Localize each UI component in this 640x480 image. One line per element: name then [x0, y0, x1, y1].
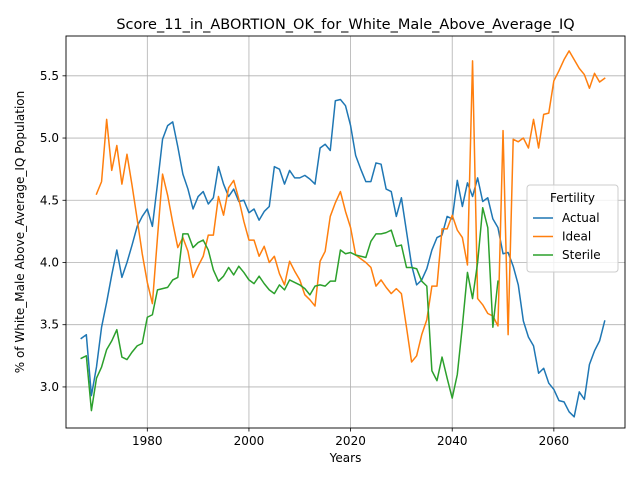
x-axis-title: Years — [329, 451, 362, 465]
y-tick-label: 4.0 — [40, 255, 59, 269]
legend-label-sterile: Sterile — [562, 248, 601, 262]
legend-entries: Actual Ideal Sterile — [533, 211, 601, 262]
x-tick-label: 2040 — [437, 434, 468, 448]
series-line-ideal — [95, 50, 606, 363]
legend-label-ideal: Ideal — [562, 230, 591, 244]
y-tick-label: 5.0 — [40, 131, 59, 145]
x-tick-label: 1980 — [132, 434, 163, 448]
y-tick-label: 5.5 — [40, 69, 59, 83]
x-tick-label: 2020 — [335, 434, 366, 448]
y-axis-title: % of White_Male Above_Average_IQ Populat… — [13, 91, 27, 374]
x-tick-label: 2000 — [234, 434, 265, 448]
x-axis: 1980 2000 2020 2040 2060 — [132, 428, 569, 448]
y-tick-label: 3.0 — [40, 380, 59, 394]
series-line-actual — [80, 98, 606, 418]
series-lines — [80, 50, 606, 418]
y-tick-label: 3.5 — [40, 318, 59, 332]
grid-lines — [66, 36, 625, 428]
y-tick-label: 4.5 — [40, 193, 59, 207]
chart-title: Score_11_in_ABORTION_OK_for_White_Male_A… — [116, 17, 574, 33]
plot-frame — [65, 35, 626, 429]
legend-label-actual: Actual — [562, 211, 600, 225]
legend: Fertility Actual Ideal Sterile — [526, 184, 619, 273]
legend-title: Fertility — [550, 191, 595, 205]
legend-box — [526, 184, 619, 273]
y-axis: 3.0 3.5 4.0 4.5 5.0 5.5 — [40, 69, 66, 394]
series-line-sterile — [80, 206, 499, 412]
x-tick-label: 2060 — [539, 434, 570, 448]
